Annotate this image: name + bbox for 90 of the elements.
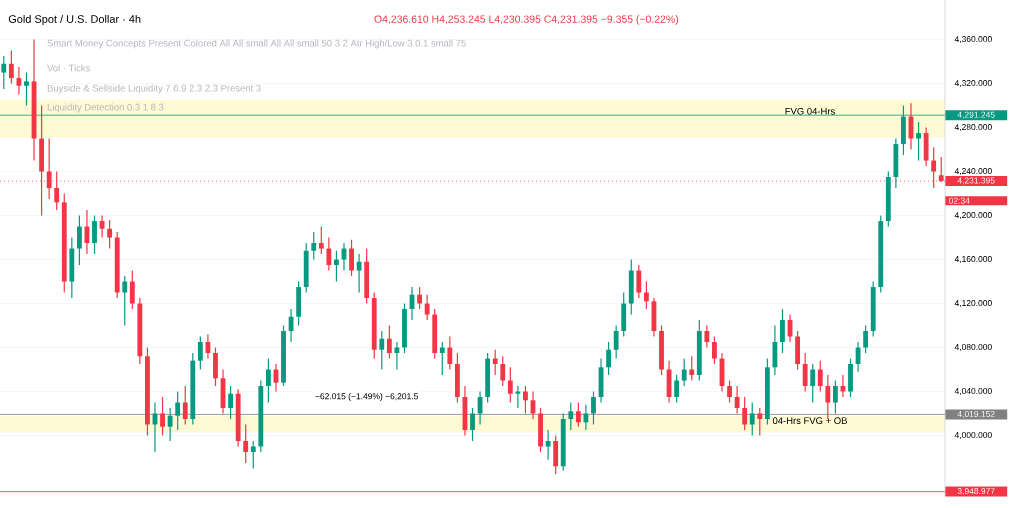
candlestick <box>545 429 551 461</box>
candlestick <box>318 225 324 255</box>
candlestick <box>167 407 173 442</box>
candlestick <box>243 423 249 464</box>
candlestick <box>575 401 581 428</box>
candlestick <box>122 275 128 327</box>
candlestick <box>636 264 642 299</box>
candlestick <box>523 385 528 415</box>
candlestick <box>734 385 740 415</box>
candlestick <box>394 341 400 371</box>
candlestick <box>742 396 748 431</box>
candlestick <box>129 269 135 310</box>
candlestick <box>583 404 589 431</box>
candlestick <box>349 239 354 277</box>
annotation: Buyside & Sellside Liquidity 7 6.9 2.3 2.3 Present 3 <box>47 84 261 94</box>
ref-line-label: 4,291.245 <box>957 111 995 119</box>
candlestick <box>749 401 755 437</box>
candlestick <box>175 390 181 431</box>
candlestick <box>228 385 234 420</box>
candlestick <box>265 357 271 404</box>
candlestick <box>643 280 649 310</box>
y-tick-label: 4,040.000 <box>954 388 992 395</box>
candlestick <box>689 355 695 382</box>
ref-line-label: 3,948.977 <box>957 488 995 496</box>
candlestick <box>500 355 506 387</box>
candlestick <box>92 214 97 255</box>
y-tick-label: 4,160.000 <box>954 256 992 264</box>
y-tick-label: 4,080.000 <box>954 344 992 352</box>
candlestick <box>356 253 362 294</box>
annotation: Vol · Ticks <box>47 64 90 72</box>
candlestick <box>780 308 785 354</box>
y-tick-label: 4,280.000 <box>954 124 992 132</box>
ref-line-label: 4,231.395 <box>957 177 995 185</box>
candlestick <box>197 335 203 371</box>
candlestick <box>311 231 317 261</box>
candlestick <box>681 357 687 387</box>
candlestick <box>568 401 574 431</box>
candlestick <box>334 250 339 283</box>
candlestick <box>8 49 14 85</box>
candlestick <box>492 349 498 376</box>
candlestick <box>386 324 392 360</box>
candlestick <box>727 379 732 404</box>
candlestick <box>470 407 475 442</box>
y-tick-label: 4,120.000 <box>954 300 992 308</box>
candlestick <box>107 219 113 250</box>
candlestick <box>825 374 831 420</box>
candlestick <box>704 324 710 349</box>
text: 02:34 <box>949 197 970 204</box>
candlestick <box>810 363 816 404</box>
candlestick <box>205 333 211 360</box>
candlestick <box>326 236 332 272</box>
y-tick-label: 4,360.000 <box>954 36 992 44</box>
candlestick <box>863 324 869 354</box>
candlestick <box>916 121 921 162</box>
candlestick <box>76 214 82 266</box>
candlestick <box>182 385 188 426</box>
annotation: O4,236.610 H4,253.245 L4,230.395 C4,231.395 −9.355 (−0.22%) <box>374 15 679 25</box>
candlestick <box>24 71 29 107</box>
band-label: FVG 04-Hrs <box>785 107 835 115</box>
ref-line-label: 4,019.152 <box>957 410 995 418</box>
annotation: Smart Money Concepts Present Colored All All small All All small 50 3 2 Atr High/Low 3 0.1 small 75 <box>47 39 466 49</box>
candlestick <box>16 66 22 96</box>
y-tick-label: 4,240.000 <box>954 168 992 176</box>
candlestick <box>439 341 445 376</box>
candlestick <box>54 170 60 211</box>
candlestick <box>613 324 619 360</box>
band-label: 04-Hrs FVG + OB <box>772 417 847 424</box>
candlestick <box>507 366 513 404</box>
candlestick <box>447 335 453 371</box>
annotation: −62.015 (−1.49%) −6,201.5 <box>315 393 418 401</box>
candlestick <box>817 360 823 393</box>
candlestick <box>606 341 612 376</box>
candlestick <box>712 335 717 365</box>
candlestick <box>379 330 385 371</box>
candlestick <box>424 294 430 321</box>
candlestick <box>250 440 256 470</box>
text: Gold Spot / U.S. Dollar · 4h <box>8 14 141 26</box>
y-tick-label: 4,320.000 <box>954 80 992 88</box>
candlestick <box>757 407 763 437</box>
candlestick <box>802 352 808 393</box>
candlestick <box>832 379 838 415</box>
candlestick <box>1 55 7 90</box>
candlestick <box>417 286 423 310</box>
candlestick <box>591 390 596 426</box>
candlestick <box>160 396 165 437</box>
y-tick-label: 4,000.000 <box>954 432 992 439</box>
candlestick <box>515 385 521 409</box>
y-tick-label: 4,200.000 <box>954 212 992 220</box>
annotation: Liquidity Detection 0.3 1 8 3 <box>47 103 164 113</box>
candlestick <box>674 374 680 404</box>
